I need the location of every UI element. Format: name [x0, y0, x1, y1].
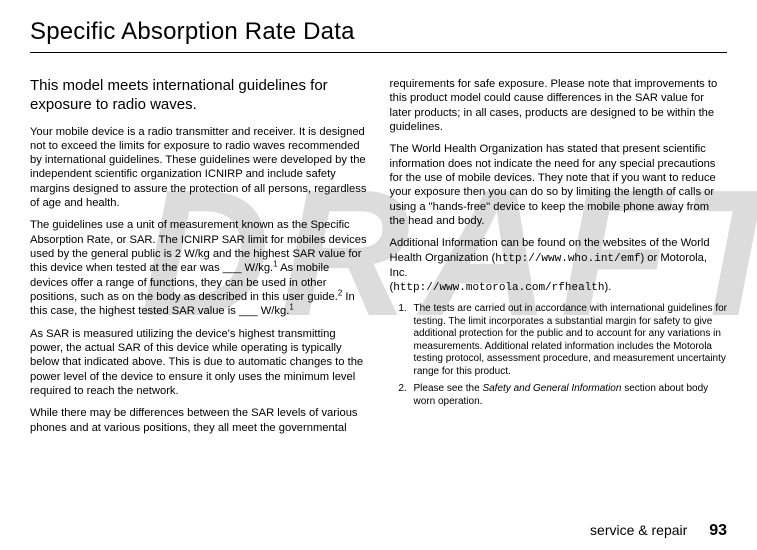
text-columns: This model meets international guideline… [30, 77, 727, 443]
footer-page-number: 93 [709, 522, 727, 539]
paragraph: requirements for safe exposure. Please n… [390, 77, 728, 134]
footer-section: service & repair [590, 522, 687, 538]
paragraph: Additional Information can be found on t… [390, 236, 728, 295]
paragraph: While there may be differences between t… [30, 406, 368, 435]
footnote-1: The tests are carried out in accordance … [410, 303, 728, 378]
paragraph: The guidelines use a unit of measurement… [30, 218, 368, 318]
footnote-2: Please see the Safety and General Inform… [410, 383, 728, 408]
paragraph: The World Health Organization has stated… [390, 142, 728, 228]
column-left: This model meets international guideline… [30, 77, 368, 443]
title-rule [30, 52, 727, 53]
page-title: Specific Absorption Rate Data [30, 18, 727, 46]
footnotes: The tests are carried out in accordance … [390, 303, 728, 408]
subheading: This model meets international guideline… [30, 77, 368, 115]
page-footer: service & repair 93 [590, 522, 727, 540]
paragraph: As SAR is measured utilizing the device'… [30, 327, 368, 399]
paragraph: Your mobile device is a radio transmitte… [30, 125, 368, 211]
column-right: requirements for safe exposure. Please n… [390, 77, 728, 443]
